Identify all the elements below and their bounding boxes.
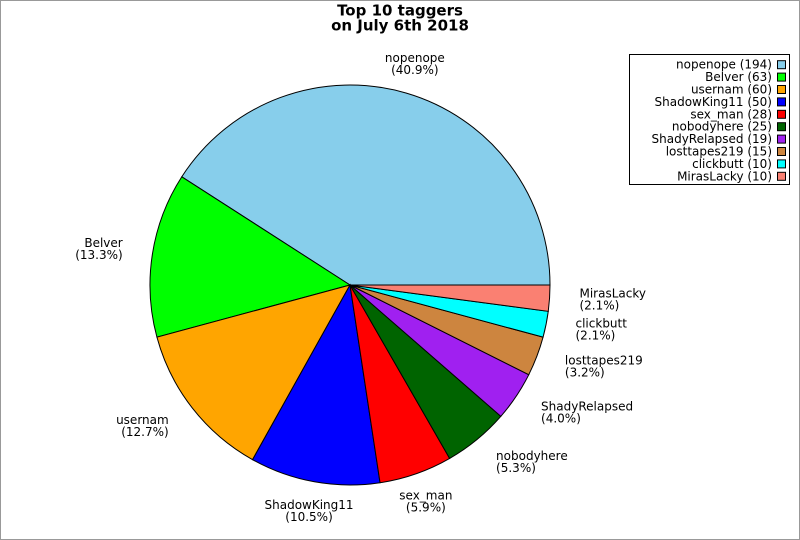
- legend-swatch: [777, 97, 786, 107]
- slice-value-label: (2.1%): [576, 329, 616, 343]
- legend-swatch: [777, 72, 786, 82]
- slice-value-label: (2.1%): [579, 299, 619, 313]
- slice-value-label: (10.5%): [285, 510, 332, 524]
- legend-label: ShadyRelapsed (19): [652, 132, 772, 146]
- slice-label: clickbutt: [576, 317, 628, 331]
- legend-label: MirasLacky (10): [677, 169, 772, 183]
- legend-swatch: [777, 147, 786, 156]
- slice-value-label: (5.3%): [496, 461, 536, 475]
- pie-slice: [149, 176, 352, 338]
- legend-box: [629, 54, 790, 185]
- slice-value-label: (3.2%): [565, 365, 605, 379]
- legend-swatch: [777, 171, 786, 181]
- legend-label: ShadowKing11 (50): [655, 95, 773, 109]
- slice-value-label: (5.9%): [406, 501, 446, 515]
- slice-label: Belver: [84, 236, 122, 250]
- legend-label: nobodyhere (25): [672, 120, 772, 134]
- legend-swatch: [777, 134, 786, 144]
- slice-value-label: (13.3%): [75, 248, 122, 262]
- legend-swatch: [777, 60, 786, 70]
- legend-swatch: [777, 159, 786, 169]
- slice-label: usernam: [116, 413, 169, 427]
- slice-value-label: (4.0%): [541, 412, 581, 426]
- pie-slice: [181, 84, 551, 286]
- slice-value-label: (40.9%): [391, 63, 438, 77]
- pie-slice: [349, 284, 551, 312]
- legend-label: nopenope (194): [676, 58, 772, 72]
- legend-label: usernam (60): [691, 83, 772, 97]
- slice-label: nobodyhere: [496, 449, 568, 463]
- slice-label: ShadowKing11: [265, 498, 354, 512]
- chart-title: Top 10 taggers: [337, 2, 463, 20]
- legend-swatch: [777, 122, 786, 132]
- pie-slice: [251, 283, 381, 486]
- legend-label: clickbutt (10): [692, 157, 772, 171]
- legend-swatch: [777, 85, 786, 94]
- legend-label: Belver (63): [705, 70, 772, 84]
- slice-label: losttapes219: [565, 353, 643, 367]
- legend-swatch: [777, 109, 786, 119]
- legend-label: sex_man (28): [690, 107, 772, 121]
- legend-label: losttapes219 (15): [666, 145, 772, 159]
- slice-label: ShadyRelapsed: [541, 400, 633, 414]
- legend: nopenope (194)Belver (63)usernam (60)Sha…: [629, 54, 790, 185]
- pie-slice: [156, 284, 352, 461]
- pie: nopenope(40.9%) Belver(13.3%) usernam(12.7…: [75, 51, 646, 524]
- slice-label: sex_man: [399, 489, 452, 503]
- slice-label: nopenope: [385, 51, 445, 65]
- slice-label: MirasLacky: [579, 287, 646, 301]
- chart-subtitle: on July 6th 2018: [331, 17, 469, 35]
- slice-value-label: (12.7%): [121, 425, 168, 439]
